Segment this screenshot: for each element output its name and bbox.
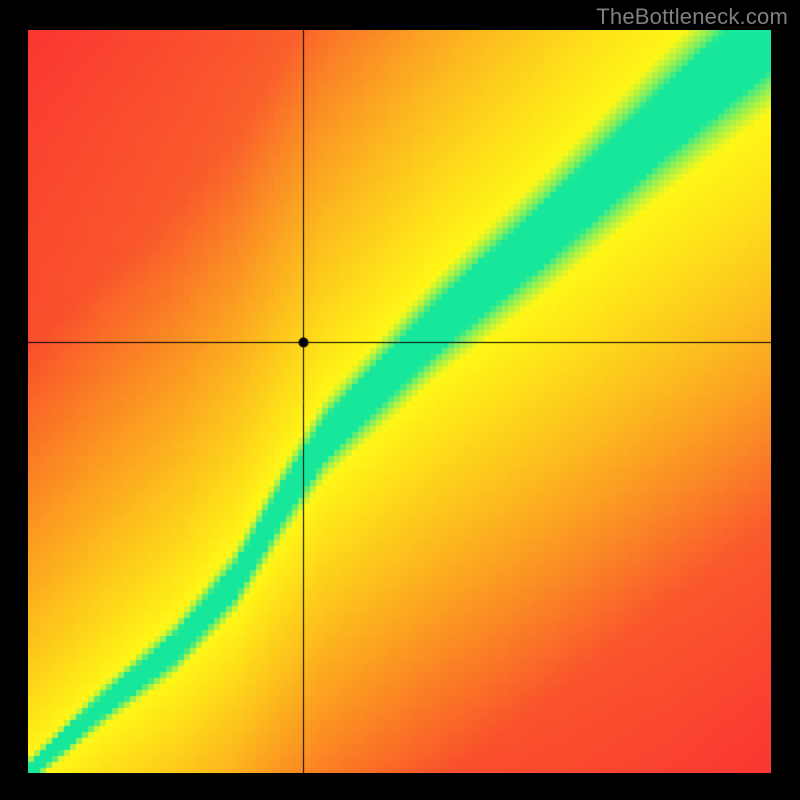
watermark-text: TheBottleneck.com	[596, 4, 788, 30]
heatmap-canvas	[28, 30, 771, 773]
figure-container: TheBottleneck.com	[0, 0, 800, 800]
